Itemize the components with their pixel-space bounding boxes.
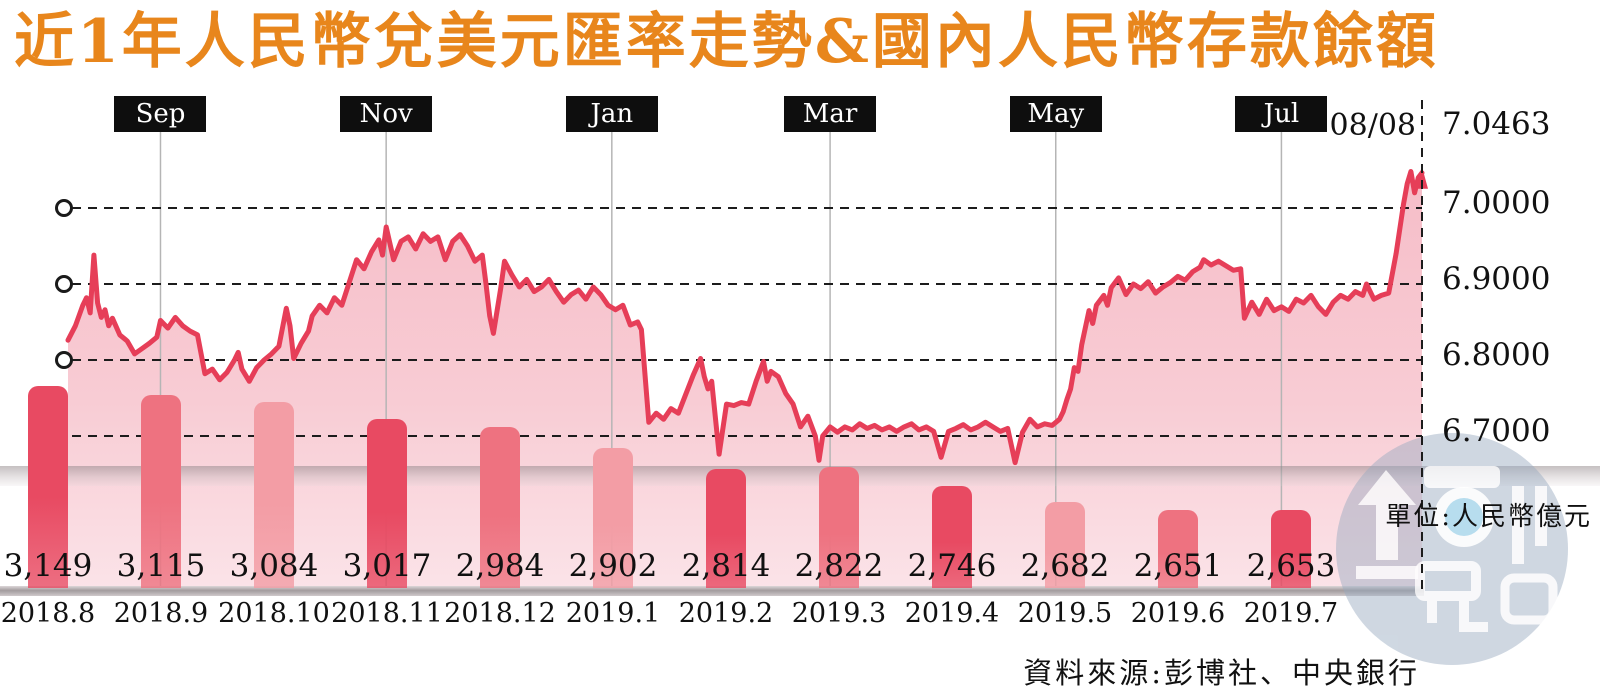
deposit-bar-2018.11 [367, 418, 407, 588]
x-axis-baseline [0, 586, 1424, 596]
month-date-label: 2018.8 [0, 598, 96, 629]
deposit-bar-2019.4 [932, 486, 972, 588]
y-axis-label-6.9000: 6.9000 [1442, 261, 1551, 297]
deposit-bar-2019.5 [1045, 502, 1085, 588]
page-title: 近1年人民幣兌美元匯率走勢&國內人民幣存款餘額 [14, 7, 1439, 77]
deposit-bar-2018.9 [141, 394, 181, 588]
source-note: 資料來源:彭博社、中央銀行 [1023, 656, 1420, 690]
deposit-value-label: 2,746 [907, 548, 997, 584]
month-date-label: 2019.3 [791, 598, 887, 629]
month-date-label: 2019.1 [565, 598, 661, 629]
deposit-value-label: 3,149 [3, 548, 93, 584]
month-date-label: 2019.7 [1243, 598, 1339, 629]
deposit-value-label: 2,653 [1246, 548, 1336, 584]
deposit-value-label: 2,814 [681, 548, 771, 584]
deposit-value-label: 2,682 [1020, 548, 1110, 584]
deposit-bar-2018.12 [480, 427, 520, 588]
end-date-label: 08/08 [1329, 108, 1416, 143]
deposit-value-label: 3,084 [229, 548, 319, 584]
deposit-bar-2019.1 [593, 447, 633, 588]
y-axis-label-6.7000: 6.7000 [1442, 413, 1551, 449]
deposit-value-label: 3,115 [116, 548, 206, 584]
month-marker-May: May [1009, 96, 1102, 132]
unit-note: 單位:人民幣億元 [1385, 502, 1592, 532]
line-end-arrow-icon [1414, 166, 1428, 189]
y-axis-label-7.0463: 7.0463 [1442, 106, 1551, 142]
month-marker-Sep: Sep [114, 96, 207, 132]
y-axis-label-7.0000: 7.0000 [1442, 185, 1551, 221]
gridline-marker-icon [55, 275, 73, 293]
deposit-bar-2019.6 [1158, 510, 1198, 588]
y-axis-label-6.8000: 6.8000 [1442, 337, 1551, 373]
deposit-value-label: 2,984 [455, 548, 545, 584]
deposit-value-label: 2,822 [794, 548, 884, 584]
month-marker-Mar: Mar [784, 96, 877, 132]
month-date-label: 2018.12 [444, 598, 556, 629]
gridline-marker-icon [55, 199, 73, 217]
deposit-bar-2018.8 [28, 386, 68, 588]
month-date-label: 2019.4 [904, 598, 1000, 629]
month-date-label: 2019.2 [678, 598, 774, 629]
month-date-label: 2018.10 [218, 598, 330, 629]
month-date-label: 2019.6 [1130, 598, 1226, 629]
deposit-bar-2018.10 [254, 402, 294, 588]
month-date-label: 2018.9 [113, 598, 209, 629]
gridline-marker-icon [55, 351, 73, 369]
deposit-bar-2019.7 [1271, 509, 1311, 588]
deposit-bar-2019.3 [819, 467, 859, 588]
month-marker-Jan: Jan [565, 96, 658, 132]
deposit-value-label: 3,017 [342, 548, 432, 584]
month-date-label: 2018.11 [331, 598, 443, 629]
rate-line [65, 169, 1425, 466]
month-marker-Nov: Nov [340, 96, 433, 132]
month-marker-Jul: Jul [1235, 96, 1328, 132]
deposit-value-label: 2,902 [568, 548, 658, 584]
month-date-label: 2019.5 [1017, 598, 1113, 629]
deposit-value-label: 2,651 [1133, 548, 1223, 584]
deposit-bar-2019.2 [706, 469, 746, 588]
